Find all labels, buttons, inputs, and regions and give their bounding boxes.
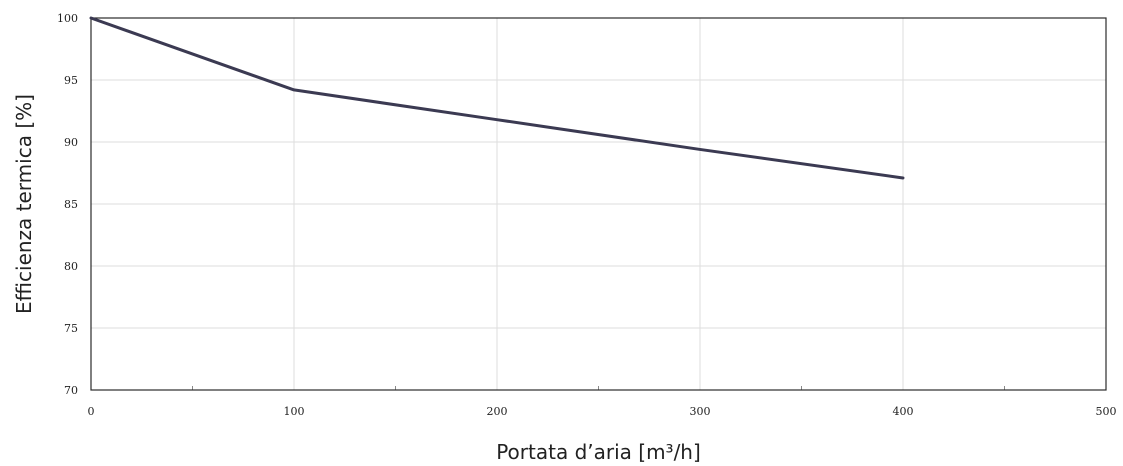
- y-tick-label: 100: [57, 12, 78, 25]
- x-tick-label: 100: [284, 405, 305, 418]
- x-tick-label: 400: [893, 405, 914, 418]
- x-axis-tick-labels: 0 100 200 300 400 500: [88, 405, 1117, 418]
- y-tick-label: 90: [64, 136, 78, 149]
- x-tick-label: 0: [88, 405, 95, 418]
- plot-area-frame: [90, 17, 1107, 391]
- x-tick-label: 300: [690, 405, 711, 418]
- y-axis-tick-labels: 70 75 80 85 90 95 100: [57, 12, 78, 397]
- x-tick-label: 200: [487, 405, 508, 418]
- grid-lines: [90, 17, 1107, 391]
- y-tick-label: 75: [64, 322, 78, 335]
- y-axis-title: Efficienza termica [%]: [12, 94, 36, 314]
- series-lines: [89, 16, 905, 180]
- y-tick-label: 80: [64, 260, 78, 273]
- x-minor-ticks: [192, 386, 1005, 390]
- x-tick-label: 500: [1096, 405, 1117, 418]
- x-axis-title: Portata d’aria [m³/h]: [496, 440, 701, 464]
- series-line: [89, 16, 905, 180]
- y-tick-label: 95: [64, 74, 78, 87]
- y-tick-label: 85: [64, 198, 78, 211]
- y-tick-label: 70: [64, 384, 78, 397]
